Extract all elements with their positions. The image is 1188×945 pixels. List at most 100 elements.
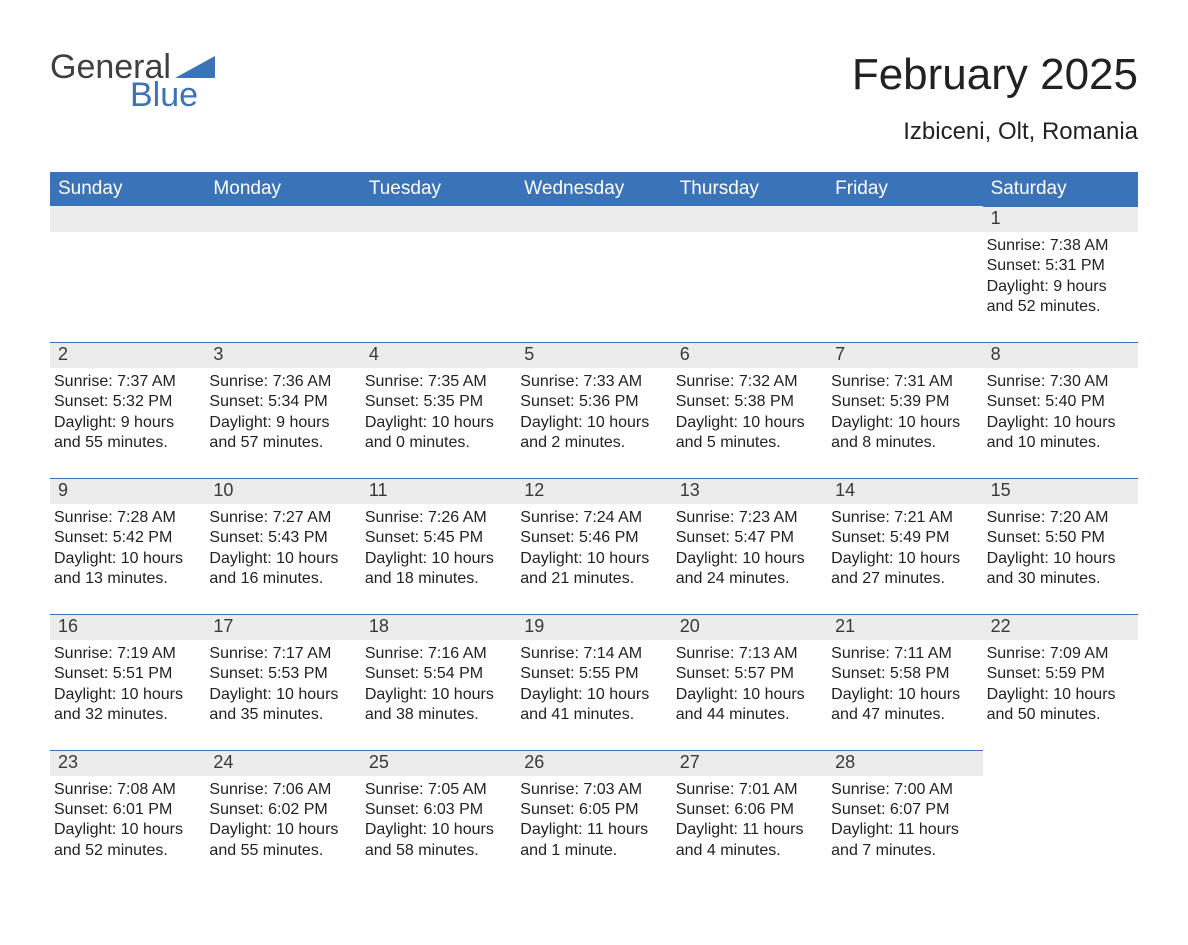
sunset-value: 5:59 PM — [1045, 665, 1105, 682]
sunrise-label: Sunrise — [987, 237, 1041, 254]
sunrise-value: 7:24 AM — [583, 509, 642, 526]
day-number: 26 — [516, 750, 671, 776]
sunrise-line: Sunrise: 7:05 AM — [365, 780, 510, 800]
daylight-label: Daylight — [209, 686, 267, 703]
calendar-grid: SundayMondayTuesdayWednesdayThursdayFrid… — [50, 172, 1138, 885]
sunset-line: Sunset: 5:47 PM — [676, 528, 821, 548]
sunset-value: 6:05 PM — [579, 801, 639, 818]
sunset-value: 5:38 PM — [734, 393, 794, 410]
sunset-value: 5:53 PM — [268, 665, 328, 682]
sunset-line: Sunset: 5:58 PM — [831, 664, 976, 684]
daylight-line: Daylight: 10 hours and 24 minutes. — [676, 549, 821, 590]
day-body-blank — [672, 232, 827, 342]
sunset-value: 5:50 PM — [1045, 529, 1105, 546]
sunrise-line: Sunrise: 7:01 AM — [676, 780, 821, 800]
sunrise-value: 7:00 AM — [894, 781, 953, 798]
sunrise-line: Sunrise: 7:14 AM — [520, 644, 665, 664]
day-number: 13 — [672, 478, 827, 504]
sunset-label: Sunset — [209, 393, 259, 410]
day-body: Sunrise: 7:06 AMSunset: 6:02 PMDaylight:… — [205, 776, 360, 886]
daylight-line: Daylight: 9 hours and 57 minutes. — [209, 413, 354, 454]
day-number: 10 — [205, 478, 360, 504]
sunset-value: 6:07 PM — [890, 801, 950, 818]
sunrise-label: Sunrise — [987, 509, 1041, 526]
sunrise-label: Sunrise — [831, 645, 885, 662]
sunrise-line: Sunrise: 7:19 AM — [54, 644, 199, 664]
day-number-blank — [516, 206, 671, 232]
sunset-label: Sunset — [520, 801, 570, 818]
daylight-label: Daylight — [676, 414, 734, 431]
day-body: Sunrise: 7:05 AMSunset: 6:03 PMDaylight:… — [361, 776, 516, 886]
sunset-line: Sunset: 5:42 PM — [54, 528, 199, 548]
sunrise-line: Sunrise: 7:11 AM — [831, 644, 976, 664]
sunset-value: 6:01 PM — [113, 801, 173, 818]
sunset-value: 6:06 PM — [734, 801, 794, 818]
sunrise-value: 7:08 AM — [117, 781, 176, 798]
day-body-blank — [983, 776, 1138, 886]
day-body: Sunrise: 7:35 AMSunset: 5:35 PMDaylight:… — [361, 368, 516, 478]
sunrise-label: Sunrise — [209, 645, 263, 662]
weekday-header: Thursday — [672, 172, 827, 206]
sunrise-line: Sunrise: 7:37 AM — [54, 372, 199, 392]
day-number: 7 — [827, 342, 982, 368]
daylight-line: Daylight: 10 hours and 2 minutes. — [520, 413, 665, 454]
day-number: 16 — [50, 614, 205, 640]
sunset-value: 5:40 PM — [1045, 393, 1105, 410]
day-number: 25 — [361, 750, 516, 776]
sunrise-value: 7:38 AM — [1050, 237, 1109, 254]
title-block: February 2025 Izbiceni, Olt, Romania — [852, 50, 1138, 146]
day-body: Sunrise: 7:24 AMSunset: 5:46 PMDaylight:… — [516, 504, 671, 614]
sunset-line: Sunset: 5:32 PM — [54, 392, 199, 412]
sunrise-value: 7:23 AM — [739, 509, 798, 526]
daylight-line: Daylight: 11 hours and 7 minutes. — [831, 820, 976, 861]
sunrise-label: Sunrise — [831, 781, 885, 798]
sunset-line: Sunset: 5:43 PM — [209, 528, 354, 548]
day-body: Sunrise: 7:09 AMSunset: 5:59 PMDaylight:… — [983, 640, 1138, 750]
sunset-line: Sunset: 5:55 PM — [520, 664, 665, 684]
sunset-label: Sunset — [676, 665, 726, 682]
day-number: 4 — [361, 342, 516, 368]
sunrise-label: Sunrise — [520, 645, 574, 662]
sunset-label: Sunset — [520, 529, 570, 546]
sunset-value: 5:43 PM — [268, 529, 328, 546]
day-number: 27 — [672, 750, 827, 776]
sunset-line: Sunset: 6:01 PM — [54, 800, 199, 820]
daylight-line: Daylight: 10 hours and 58 minutes. — [365, 820, 510, 861]
sunset-label: Sunset — [54, 393, 104, 410]
daylight-label: Daylight — [209, 414, 267, 431]
sunset-label: Sunset — [365, 529, 415, 546]
sunrise-line: Sunrise: 7:17 AM — [209, 644, 354, 664]
sunrise-value: 7:31 AM — [894, 373, 953, 390]
daylight-line: Daylight: 10 hours and 16 minutes. — [209, 549, 354, 590]
daylight-line: Daylight: 10 hours and 47 minutes. — [831, 685, 976, 726]
sunrise-label: Sunrise — [209, 509, 263, 526]
sunset-line: Sunset: 5:49 PM — [831, 528, 976, 548]
daylight-label: Daylight — [365, 414, 423, 431]
sunset-label: Sunset — [54, 529, 104, 546]
sunrise-label: Sunrise — [831, 373, 885, 390]
day-body: Sunrise: 7:23 AMSunset: 5:47 PMDaylight:… — [672, 504, 827, 614]
day-number: 23 — [50, 750, 205, 776]
sunset-label: Sunset — [987, 665, 1037, 682]
day-number: 18 — [361, 614, 516, 640]
sunset-value: 5:42 PM — [113, 529, 173, 546]
daylight-line: Daylight: 10 hours and 8 minutes. — [831, 413, 976, 454]
sunrise-value: 7:01 AM — [739, 781, 798, 798]
sunrise-line: Sunrise: 7:33 AM — [520, 372, 665, 392]
daylight-label: Daylight — [831, 414, 889, 431]
sunrise-label: Sunrise — [54, 373, 108, 390]
sunset-value: 5:31 PM — [1045, 257, 1105, 274]
sunrise-value: 7:35 AM — [428, 373, 487, 390]
day-number: 9 — [50, 478, 205, 504]
daylight-label: Daylight — [209, 821, 267, 838]
sunset-label: Sunset — [987, 529, 1037, 546]
day-number-blank — [361, 206, 516, 232]
sunrise-label: Sunrise — [676, 509, 730, 526]
sunset-label: Sunset — [987, 393, 1037, 410]
header-row: General Blue February 2025 Izbiceni, Olt… — [50, 50, 1138, 146]
sunrise-line: Sunrise: 7:13 AM — [676, 644, 821, 664]
sunrise-value: 7:28 AM — [117, 509, 176, 526]
day-number-blank — [50, 206, 205, 232]
day-number-blank — [205, 206, 360, 232]
day-body-blank — [50, 232, 205, 342]
